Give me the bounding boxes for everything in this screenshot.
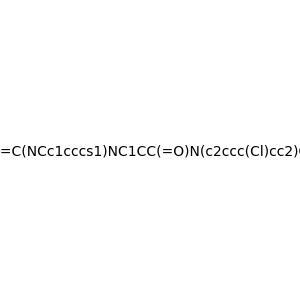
Text: O=C(NCc1cccs1)NC1CC(=O)N(c2ccc(Cl)cc2)C1: O=C(NCc1cccs1)NC1CC(=O)N(c2ccc(Cl)cc2)C1 [0, 145, 300, 158]
